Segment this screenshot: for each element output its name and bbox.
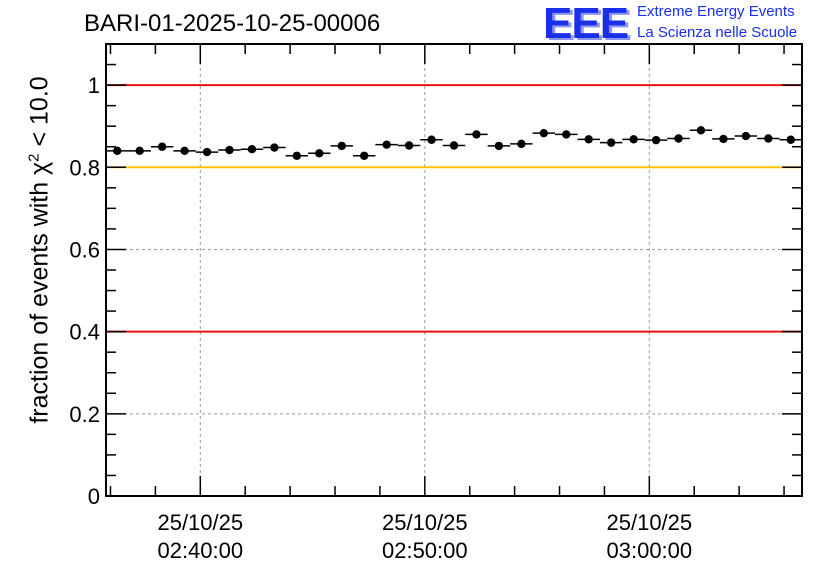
data-point bbox=[404, 141, 414, 150]
data-point bbox=[337, 141, 346, 151]
data-point bbox=[741, 131, 751, 141]
data-point bbox=[606, 138, 616, 147]
data-point bbox=[270, 143, 279, 152]
data-point bbox=[786, 135, 795, 144]
data-point bbox=[180, 146, 189, 156]
data-point bbox=[157, 142, 167, 151]
data-point bbox=[449, 141, 459, 150]
data-point bbox=[472, 130, 481, 139]
data-point bbox=[562, 130, 571, 139]
data-point bbox=[359, 151, 369, 160]
x-tick-label-date: 25/10/25 bbox=[382, 510, 468, 535]
data-point bbox=[202, 147, 212, 157]
x-tick-label-time: 03:00:00 bbox=[607, 538, 693, 563]
x-tick-label-time: 02:50:00 bbox=[382, 538, 468, 563]
logo-mark: EEE bbox=[543, 0, 629, 48]
x-tick-labels: 25/10/25 02:40:00 25/10/25 02:50:00 25/10/25… bbox=[157, 510, 692, 563]
y-axis-label: fraction of events with χ2 < 10.0 bbox=[25, 76, 54, 423]
y-tick-labels: 0 0.2 0.4 0.6 0.8 1 bbox=[69, 73, 100, 509]
reference-lines bbox=[106, 84, 802, 333]
y-tick-label: 0.2 bbox=[69, 402, 100, 427]
y-axis-label-suffix: < 10.0 bbox=[25, 76, 54, 154]
data-point bbox=[539, 128, 549, 138]
data-point bbox=[113, 146, 122, 156]
data-point bbox=[674, 134, 683, 143]
data-point bbox=[494, 141, 504, 151]
data-point bbox=[651, 135, 661, 145]
y-tick-label: 0.4 bbox=[69, 320, 100, 345]
y-tick-label: 1 bbox=[88, 73, 100, 98]
logo-line-2: La Scienza nelle Scuole bbox=[637, 24, 798, 41]
data-point bbox=[315, 149, 324, 158]
y-tick-label: 0 bbox=[88, 484, 100, 509]
data-point bbox=[719, 134, 728, 144]
data-point bbox=[225, 145, 234, 155]
y-axis-label-prefix: fraction of events with χ bbox=[25, 161, 54, 424]
data-point bbox=[427, 135, 436, 144]
data-point bbox=[135, 146, 144, 156]
logo-line-1: Extreme Energy Events bbox=[637, 3, 795, 20]
grid bbox=[106, 44, 802, 496]
data-point bbox=[247, 144, 257, 154]
x-tick-label-time: 02:40:00 bbox=[157, 538, 243, 563]
y-tick-label: 0.6 bbox=[69, 237, 100, 262]
data-point bbox=[764, 134, 773, 143]
x-tick-label-date: 25/10/25 bbox=[607, 510, 693, 535]
plot-frame bbox=[105, 43, 803, 497]
x-tick-label-date: 25/10/25 bbox=[157, 510, 243, 535]
data-point bbox=[292, 151, 302, 160]
y-axis-label-sup: 2 bbox=[25, 153, 43, 162]
data-point bbox=[584, 135, 593, 144]
axis-ticks bbox=[106, 43, 802, 497]
chart-title: BARI-01-2025-10-25-00006 bbox=[84, 10, 381, 37]
data-point bbox=[382, 140, 391, 149]
data-points bbox=[106, 126, 802, 160]
data-point bbox=[517, 139, 526, 149]
data-point bbox=[696, 126, 706, 135]
y-tick-label: 0.8 bbox=[69, 155, 100, 180]
data-point bbox=[629, 135, 638, 144]
